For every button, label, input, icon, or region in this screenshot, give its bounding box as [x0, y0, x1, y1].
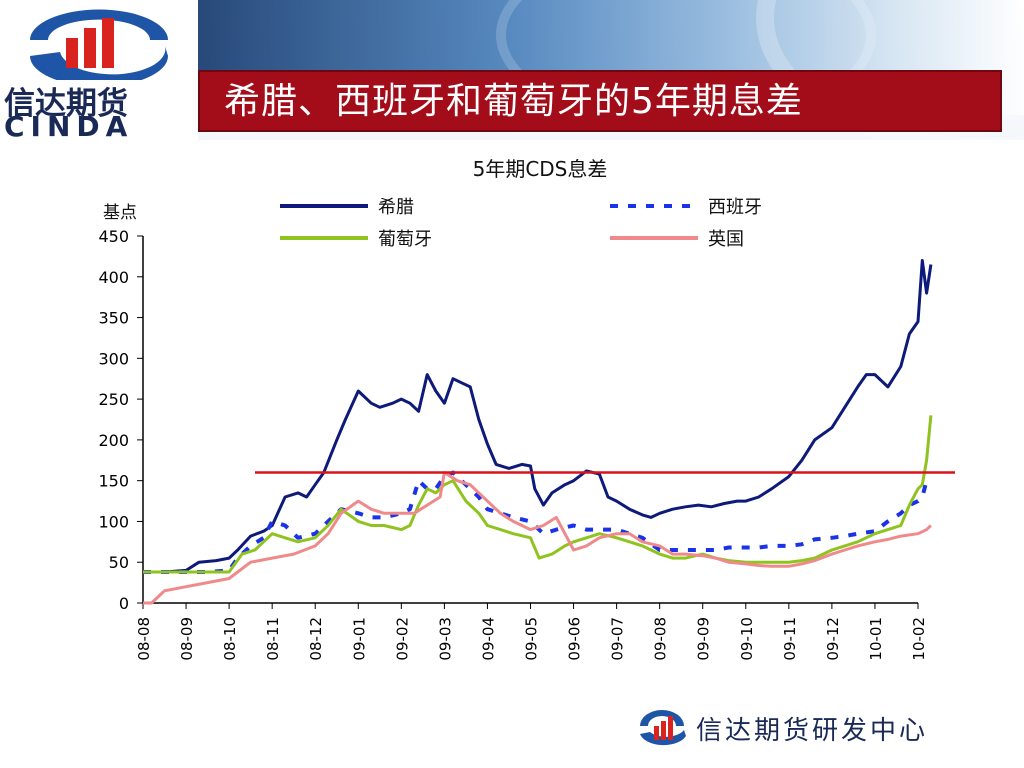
logo-chinese-text: 信达期货: [4, 86, 128, 122]
legend-label-0: 希腊: [378, 197, 414, 218]
x-tick-label: 09-07: [609, 617, 627, 661]
chart-title: 5年期CDS息差: [473, 157, 608, 181]
series-line-2: [143, 415, 933, 574]
page-title: 希腊、西班牙和葡萄牙的5年期息差: [224, 81, 803, 122]
legend-label-3: 英国: [708, 229, 744, 250]
logo-english-text: CINDA: [4, 110, 134, 143]
x-tick-label: 09-12: [824, 617, 842, 661]
series-line-1: [143, 470, 929, 574]
footer: 信达期货研发中心: [634, 706, 994, 750]
y-axis-label: 基点: [103, 203, 137, 223]
y-tick-label: 100: [98, 512, 129, 531]
x-tick-label: 09-09: [695, 617, 713, 661]
y-tick-label: 150: [98, 472, 129, 491]
x-tick-label: 09-01: [350, 617, 368, 661]
y-axis: 0 50 100 150 200 250 300 350 400 450: [98, 227, 144, 613]
title-banner: 希腊、西班牙和葡萄牙的5年期息差: [198, 70, 1002, 132]
y-tick-label: 250: [98, 390, 129, 409]
footer-text: 信达期货研发中心: [696, 716, 929, 746]
x-tick-label: 08-09: [178, 617, 196, 661]
y-tick-label: 50: [109, 553, 129, 572]
x-tick-label: 09-08: [652, 617, 670, 661]
x-axis: 08-08 08-09 08-10 08-11 08-12 09-01 09-02 09-03…: [135, 602, 928, 661]
x-tick-label: 09-10: [738, 617, 756, 661]
y-tick-label: 0: [119, 594, 129, 613]
x-tick-label: 10-02: [910, 617, 928, 661]
series-line-3: [143, 471, 932, 605]
x-tick-label: 08-12: [307, 617, 325, 661]
x-tick-label: 09-06: [566, 617, 584, 661]
x-tick-label: 09-04: [479, 617, 497, 661]
series-line-0: [143, 259, 933, 574]
x-tick-label: 09-05: [523, 617, 541, 661]
y-tick-label: 450: [98, 227, 129, 246]
y-tick-label: 200: [98, 431, 129, 450]
x-tick-label: 09-03: [436, 617, 454, 661]
x-tick-label: 08-08: [135, 617, 153, 661]
x-tick-label: 08-10: [221, 617, 239, 661]
x-tick-label: 09-11: [781, 617, 799, 661]
x-tick-label: 09-02: [393, 617, 411, 661]
series-layer: [143, 259, 933, 605]
y-tick-label: 400: [98, 268, 129, 287]
cinda-logo-icon: [30, 9, 169, 87]
y-tick-label: 350: [98, 309, 129, 328]
legend-label-1: 西班牙: [708, 197, 762, 218]
company-logo: 信达期货 CINDA: [0, 0, 198, 143]
x-tick-label: 10-01: [867, 617, 885, 661]
footer-logo-icon: [640, 710, 686, 746]
x-tick-label: 08-11: [264, 617, 282, 661]
legend-label-2: 葡萄牙: [378, 229, 432, 250]
y-tick-label: 300: [98, 349, 129, 368]
